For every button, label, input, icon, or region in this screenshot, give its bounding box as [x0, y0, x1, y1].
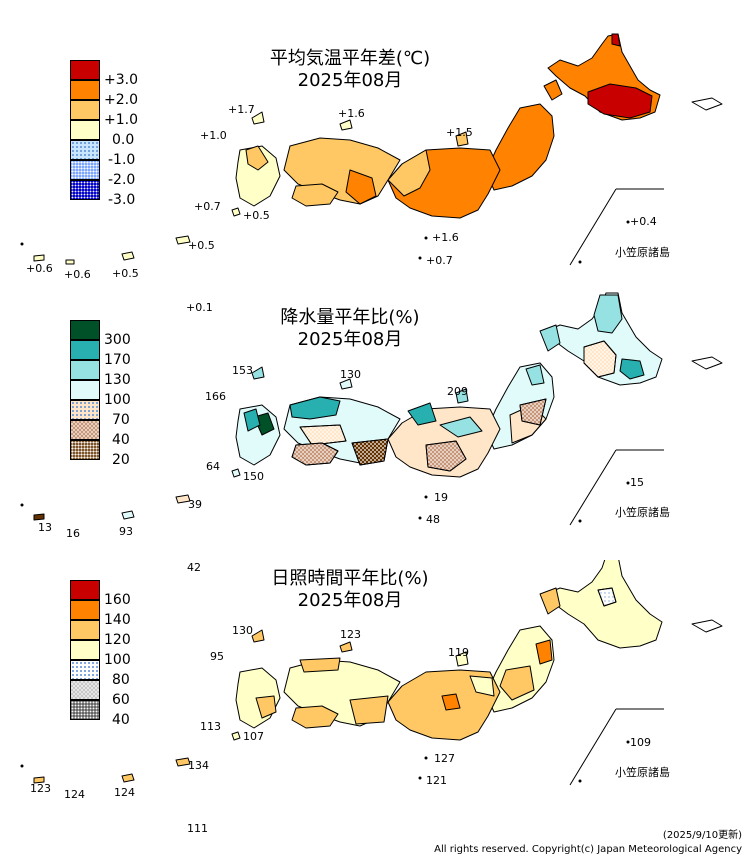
- legend-label: 0.0: [112, 132, 135, 148]
- map-value-label: 95: [210, 650, 224, 663]
- map-value-label: +0.5: [112, 267, 139, 280]
- ogasawara-label: 小笠原諸島: [615, 766, 670, 779]
- legend-label: -3.0: [108, 192, 136, 208]
- legend-swatch: [70, 60, 100, 80]
- legend-label: 100: [104, 652, 131, 668]
- legend-swatch: [70, 660, 100, 680]
- legend-label: 300: [104, 332, 131, 348]
- legend-swatch: [70, 120, 100, 140]
- map-value-label: +1.7: [228, 103, 255, 116]
- legend-swatch: [70, 340, 100, 360]
- legend-label: 40: [112, 712, 130, 728]
- map-value-label: 130: [340, 368, 361, 381]
- map-value-label: 121: [426, 774, 447, 787]
- legend-swatch: [70, 600, 100, 620]
- ogasawara-label: 小笠原諸島: [615, 246, 670, 259]
- map-value-label: +1.5: [446, 126, 473, 139]
- legend-label: 40: [112, 432, 130, 448]
- legend-label: -1.0: [108, 152, 136, 168]
- map-value-label: 166: [205, 390, 226, 403]
- map-value-label: 123: [30, 782, 51, 795]
- legend-label: 70: [112, 412, 130, 428]
- map-value-label: 113: [200, 720, 221, 733]
- legend-label: 20: [112, 452, 130, 468]
- map-value-label: 127: [434, 752, 455, 765]
- copyright-notice: All rights reserved. Copyright(c) Japan …: [434, 844, 742, 855]
- map-value-label: +0.4: [630, 215, 657, 228]
- map-value-label: +1.6: [338, 107, 365, 120]
- legend-swatch: [70, 100, 100, 120]
- legend-swatch: [70, 680, 100, 700]
- map-value-label: 209: [447, 385, 468, 398]
- map-value-label: 124: [64, 788, 85, 801]
- legend-swatch: [70, 640, 100, 660]
- legend-label: 130: [104, 372, 131, 388]
- map-value-label: +0.7: [194, 200, 221, 213]
- sunshine-title: 日照時間平年比(%) 2025年08月: [271, 568, 429, 611]
- legend-swatch: [70, 360, 100, 380]
- sunshine-map-panel: 日照時間平年比(%) 2025年08月 160 140 120 100 80 6…: [0, 560, 750, 835]
- map-value-label: 42: [187, 561, 201, 574]
- map-value-label: 48: [426, 513, 440, 526]
- legend-label: 160: [104, 592, 131, 608]
- temperature-japan-map: [20, 33, 723, 266]
- map-value-label: 16: [66, 527, 80, 540]
- map-value-label: 130: [232, 624, 253, 637]
- precipitation-title: 降水量平年比(%) 2025年08月: [280, 307, 420, 350]
- legend-label: 120: [104, 632, 131, 648]
- legend-label: -2.0: [108, 172, 136, 188]
- legend-label: 80: [112, 672, 130, 688]
- legend-swatch: [70, 320, 100, 340]
- legend-swatch: [70, 700, 100, 720]
- temperature-title: 平均気温平年差(℃) 2025年08月: [269, 48, 431, 91]
- temperature-map-panel: 平均気温平年差(℃) 2025年08月 +3.0 +2.0 +1.0 0.0 -…: [0, 0, 750, 314]
- legend-swatch: [70, 180, 100, 200]
- map-value-label: 19: [434, 491, 448, 504]
- legend-swatch: [70, 400, 100, 420]
- map-value-label: +0.5: [243, 209, 270, 222]
- legend-swatch: [70, 620, 100, 640]
- legend-label: 140: [104, 612, 131, 628]
- map-value-label: +0.6: [64, 268, 91, 281]
- map-value-label: +0.1: [186, 301, 213, 314]
- map-value-label: 119: [448, 646, 469, 659]
- precipitation-japan-map: [20, 292, 723, 526]
- map-value-label: 39: [188, 498, 202, 511]
- map-value-label: 107: [243, 730, 264, 743]
- legend-swatch: [70, 580, 100, 600]
- legend-label: +2.0: [104, 92, 138, 108]
- legend-swatch: [70, 380, 100, 400]
- update-date: (2025/9/10更新): [662, 830, 742, 841]
- map-value-label: +0.6: [26, 262, 53, 275]
- precipitation-map-panel: 降水量平年比(%) 2025年08月 300 170 130 100 70 40…: [0, 285, 750, 574]
- map-value-label: +1.0: [200, 129, 227, 142]
- sunshine-japan-map: [20, 560, 723, 786]
- legend-swatch: [70, 140, 100, 160]
- map-value-label: 111: [187, 822, 208, 835]
- map-value-label: 109: [630, 736, 651, 749]
- ogasawara-label: 小笠原諸島: [615, 506, 670, 519]
- map-value-label: 134: [188, 759, 209, 772]
- legend-label: +3.0: [104, 72, 138, 88]
- map-value-label: +1.6: [432, 231, 459, 244]
- map-value-label: 64: [206, 460, 220, 473]
- map-value-label: 150: [243, 470, 264, 483]
- map-value-label: +0.7: [426, 254, 453, 267]
- map-value-label: 15: [630, 476, 644, 489]
- map-value-label: 13: [38, 521, 52, 534]
- legend-swatch: [70, 440, 100, 460]
- legend-swatch: [70, 420, 100, 440]
- map-value-label: 93: [119, 525, 133, 538]
- map-value-label: 123: [340, 628, 361, 641]
- map-value-label: 153: [232, 364, 253, 377]
- legend-label: 170: [104, 352, 131, 368]
- legend-label: 60: [112, 692, 130, 708]
- legend-swatch: [70, 160, 100, 180]
- legend-label: +1.0: [104, 112, 138, 128]
- map-value-label: +0.5: [188, 239, 215, 252]
- map-value-label: 124: [114, 786, 135, 799]
- legend-label: 100: [104, 392, 131, 408]
- legend-swatch: [70, 80, 100, 100]
